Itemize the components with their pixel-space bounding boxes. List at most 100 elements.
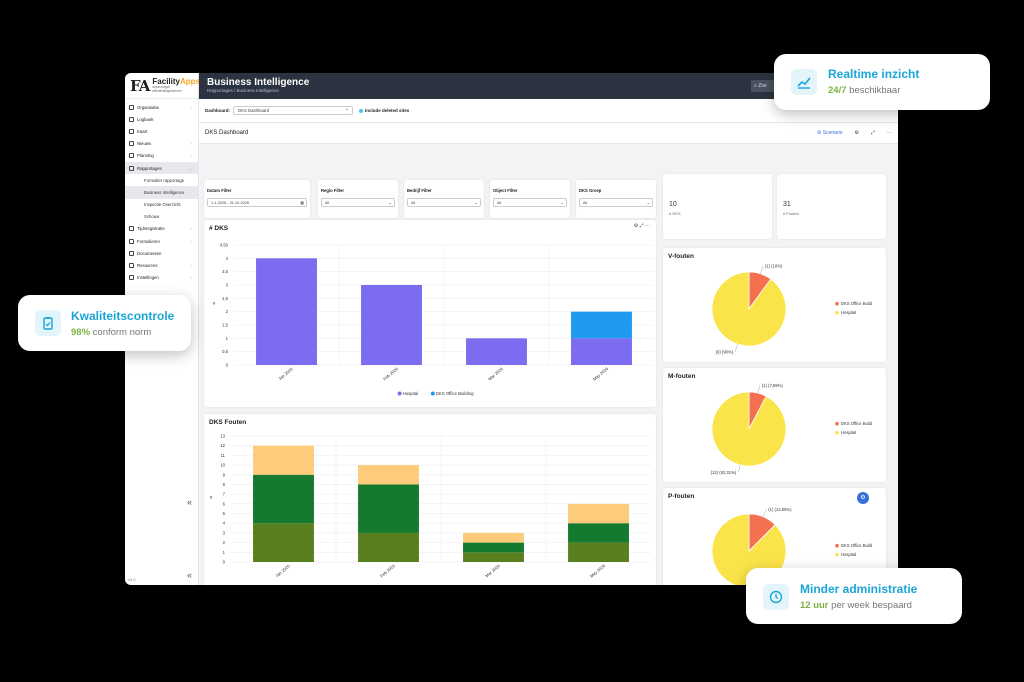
legend-swatch: [430, 391, 435, 396]
sidebar-item-nieuws[interactable]: Nieuws ›: [125, 138, 198, 150]
breadcrumb[interactable]: Rapportages / Business Intelligence: [207, 88, 279, 93]
collapse-bottom-icon[interactable]: «: [186, 570, 192, 580]
y-tick-label: 7: [223, 492, 226, 497]
x-tick-label: Jan 2026: [274, 563, 291, 578]
bar-hospital: [571, 338, 632, 365]
logo[interactable]: FA FacilityApps onbezorgd! efficiëntiege…: [125, 73, 200, 99]
include-deleted-toggle[interactable]: Include deleted sites: [359, 108, 409, 113]
sidebar-item-rapportages[interactable]: Rapportages ⌄: [125, 161, 198, 175]
chart-title: # DKS: [209, 225, 229, 232]
sidebar-subitem-business-intelligence[interactable]: Business Intelligence: [125, 186, 198, 199]
sidebar-item-instellingen[interactable]: Instellingen ›: [125, 272, 198, 284]
y-tick-label: 9: [223, 472, 226, 477]
map-icon: [129, 128, 134, 134]
sidebar-subitem-formulier-rapportage[interactable]: Formulier rapportage: [144, 177, 185, 183]
y-tick-label: 0: [223, 560, 226, 565]
chart-actions[interactable]: ⚙ ⤢ ···: [634, 223, 650, 229]
chevron-right-icon: ›: [190, 275, 192, 281]
regio-select[interactable]: All ⌄: [321, 198, 395, 207]
legend-label: Hospital: [841, 310, 856, 315]
bar-v-fouten: [463, 552, 524, 562]
settings-icon[interactable]: ⚙: [854, 130, 859, 136]
kpi-dks: 10 # DKS: [663, 174, 772, 239]
legend-label: Hospital: [841, 430, 856, 435]
chevron-down-icon: ⌄: [188, 165, 192, 171]
sidebar-item-documenten[interactable]: Documenten: [125, 247, 198, 259]
settings-icon: ⚙: [633, 223, 639, 229]
y-tick-label: 6: [223, 501, 226, 506]
leader-line: [757, 385, 760, 394]
date-range-input[interactable]: 1-1-2026 - 31-12-2026 ▦: [207, 198, 307, 207]
y-tick-label: 2: [226, 309, 229, 314]
chart-title: DKS Fouten: [209, 419, 247, 426]
kpi-value: 31: [783, 201, 791, 208]
y-tick-label: 1,5: [222, 323, 228, 328]
y-tick-label: 3: [223, 530, 226, 535]
y-tick-label: 2: [223, 540, 226, 545]
m-fouten-pie-chart: (1) (7,69%) (12) (92,31%) DKS Office Build…: [711, 383, 873, 475]
y-tick-label: 5: [223, 511, 226, 516]
scenario-fab-icon[interactable]: ⚙: [857, 492, 869, 504]
bar-v-fouten: [358, 532, 419, 562]
chart-card-m-fouten: M-fouten (1) (7,69%) (12) (92,31%) DKS Off…: [663, 368, 886, 482]
y-tick-label: 1: [226, 336, 229, 341]
dashboard-label: Dashboard:: [205, 108, 231, 113]
dashboard-select[interactable]: DKS Dashboard: [233, 106, 354, 115]
sidebar-item-planning[interactable]: Planning ›: [125, 150, 198, 162]
y-tick-label: 1: [223, 550, 226, 555]
sidebar-item-logboek[interactable]: Logboek: [125, 113, 198, 125]
y-tick-label: 4,50: [220, 243, 229, 248]
dks-groep-select[interactable]: All ⌄: [579, 198, 653, 207]
x-tick-label: Jan 2026: [277, 366, 294, 381]
sidebar-subitem-inspectie-overzicht[interactable]: Inspectie Overzicht: [144, 202, 181, 208]
clipboard-check-icon: [35, 310, 61, 336]
expand-icon[interactable]: ⤢: [870, 130, 875, 136]
x-tick-label: Mar 2026: [484, 563, 501, 579]
bar-hospital: [466, 338, 527, 365]
legend-label: Hospital: [403, 391, 419, 396]
clock-icon: [129, 226, 134, 232]
chart-title: V-fouten: [668, 253, 694, 260]
bar-m-fouten: [463, 542, 524, 553]
collapse-sidebar-icon[interactable]: «: [186, 497, 192, 507]
v-fouten-pie-chart: (1) (10%) (9) (90%) DKS Office Build Hospit…: [711, 264, 873, 354]
bar-hospital: [361, 285, 422, 365]
object-select[interactable]: All ⌄: [493, 198, 567, 207]
legend-label: DKS Office Build: [841, 543, 873, 548]
bar-m-fouten: [358, 484, 419, 533]
sidebar-subitem-schouw[interactable]: Schouw: [144, 214, 160, 220]
bedrijf-select[interactable]: All ⌄: [407, 198, 481, 207]
realtime-title: Realtime inzicht: [828, 67, 920, 81]
chevron-right-icon: ›: [190, 141, 192, 147]
bar-v-fouten: [568, 542, 629, 562]
chart-title: M-fouten: [668, 373, 696, 380]
legend-label: DKS Office Build: [841, 421, 873, 426]
kpi-label: # Fouten: [783, 211, 799, 216]
chevron-right-icon: ›: [190, 104, 192, 110]
calendar-icon: [129, 153, 134, 159]
scenario-button[interactable]: ⚙ Scenario: [816, 130, 843, 136]
y-tick-label: 2,5: [222, 296, 228, 301]
leader-line: [738, 464, 741, 473]
kwaliteit-card: Kwaliteitscontrole 98% conform norm: [18, 295, 191, 351]
bar-v-fouten: [253, 523, 314, 562]
sidebar-item-organisatie[interactable]: Organisatie ›: [125, 101, 198, 113]
news-icon: [129, 141, 134, 147]
kwaliteit-title: Kwaliteitscontrole: [71, 309, 175, 323]
sidebar-item-tijdsregistratie[interactable]: Tijdsregistratie ›: [125, 223, 198, 235]
slice-label: (9) (90%): [716, 349, 734, 354]
dashboard-bar: Dashboard: DKS Dashboard Include deleted…: [199, 99, 898, 123]
chart-card-v-fouten: V-fouten (1) (10%) (9) (90%) DKS Office Bu…: [663, 248, 886, 362]
page-title: Business Intelligence: [207, 77, 310, 88]
logo-tagline: onbezorgd! efficiëntiegedreven: [152, 85, 182, 93]
gear-icon: [129, 275, 134, 281]
sidebar-item-formulieren[interactable]: Formulieren ›: [125, 235, 198, 247]
y-tick-label: 8: [223, 482, 226, 487]
sidebar-item-resources[interactable]: Resources ›: [125, 259, 198, 271]
sidebar-item-kaart[interactable]: Kaart: [125, 125, 198, 137]
main-content: Dashboard: DKS Dashboard Include deleted…: [199, 99, 898, 585]
more-icon[interactable]: ···: [887, 130, 892, 136]
building-icon: [129, 104, 134, 110]
legend-label: DKS Office Building: [436, 391, 474, 396]
bar-p-fouten: [358, 465, 419, 485]
